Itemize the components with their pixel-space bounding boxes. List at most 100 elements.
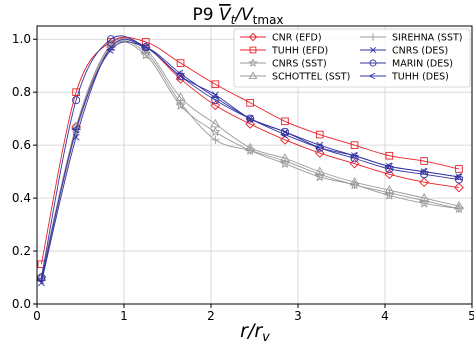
data-point	[176, 98, 185, 107]
data-point	[315, 130, 324, 139]
data-point	[72, 96, 81, 105]
data-point	[419, 177, 429, 188]
data-point	[71, 125, 81, 134]
legend-item: SIREHNA (SST)	[360, 33, 462, 44]
legend-swatch-marker	[369, 72, 377, 80]
data-point	[455, 165, 463, 173]
data-point	[246, 98, 254, 107]
data-point	[420, 170, 429, 179]
legend-label: MARIN (DES)	[392, 59, 453, 70]
data-point	[385, 164, 394, 173]
legend-label: SCHOTTEL (SST)	[272, 72, 350, 83]
data-point	[454, 182, 464, 193]
legend-item: CNRS (DES)	[360, 46, 448, 57]
data-point	[141, 43, 150, 51]
series-tuhh-des	[36, 41, 464, 284]
data-point	[454, 204, 464, 213]
data-point	[176, 59, 185, 67]
data-point	[350, 180, 359, 190]
data-point	[72, 88, 80, 97]
data-point	[280, 130, 290, 139]
data-point	[211, 80, 220, 89]
y-tick-label: 0.8	[12, 85, 31, 99]
data-point	[280, 127, 289, 136]
data-point	[175, 100, 186, 110]
series-line	[40, 37, 460, 278]
data-point	[210, 93, 220, 102]
data-point	[384, 190, 395, 200]
legend-item: TUHH (DES)	[360, 72, 449, 83]
legend-swatch-marker	[248, 58, 258, 67]
data-point	[210, 126, 221, 137]
data-point	[419, 196, 429, 205]
x-axis-label-r: r	[240, 320, 249, 342]
data-point	[175, 74, 186, 84]
series-schottel-sst	[36, 37, 464, 281]
data-point	[419, 167, 429, 176]
data-point	[176, 69, 185, 78]
series-line	[40, 35, 460, 278]
x-axis-label-v: v	[262, 330, 270, 345]
x-axis-label: r/rv	[240, 320, 270, 345]
data-point	[350, 141, 359, 149]
chart-title-v: V	[219, 5, 232, 25]
chart-title-slash: /V	[233, 5, 254, 25]
legend-item: CNR (EFD)	[240, 33, 322, 44]
legend-item: CNRS (SST)	[240, 58, 327, 70]
legend-swatch-marker	[249, 46, 257, 54]
legend-swatch-marker	[369, 59, 377, 67]
data-point	[385, 151, 394, 160]
legend-label: CNR (EFD)	[272, 33, 322, 44]
data-point	[349, 158, 360, 169]
legend-swatch-marker	[248, 71, 258, 79]
x-tick-label: 2	[207, 309, 215, 323]
data-point	[350, 154, 359, 163]
legend-box	[233, 28, 471, 88]
data-point	[37, 273, 46, 282]
plot-frame	[36, 25, 473, 305]
data-point	[315, 170, 324, 179]
data-point	[210, 100, 221, 111]
series-line	[40, 41, 460, 278]
data-point	[140, 49, 151, 60]
chart-title: P9 Vt/Vtmax	[192, 5, 283, 27]
legend: CNR (EFD) TUHH (EFD) CNRS (SST) SCHOTTEL (S…	[233, 28, 471, 88]
legend-swatch-marker	[369, 33, 377, 41]
legend-item: SCHOTTEL (SST)	[240, 72, 350, 83]
y-tick-label: 0.4	[12, 191, 31, 205]
x-axis-label-slash: /r	[246, 320, 263, 342]
data-point	[280, 156, 290, 166]
axis-ticks: 0 1 2 3 4 5 0.0 0.2 0.4 0.6 0.8 1.0	[12, 32, 474, 323]
x-tick-label: 1	[120, 309, 128, 323]
data-point	[350, 151, 359, 160]
chart-title-tmax: tmax	[253, 13, 284, 27]
data-point	[281, 117, 289, 126]
legend-label: CNRS (SST)	[272, 59, 327, 70]
data-point	[211, 135, 220, 145]
data-point	[245, 146, 255, 155]
chart-title-t: t	[231, 13, 237, 27]
data-point	[454, 175, 463, 184]
y-tick-label: 1.0	[12, 32, 31, 46]
legend-swatch-marker	[369, 46, 377, 54]
legend-label: TUHH (DES)	[391, 72, 449, 83]
x-tick-label: 0	[33, 309, 41, 323]
data-point	[280, 135, 290, 145]
data-point	[385, 188, 394, 197]
data-point	[245, 114, 255, 123]
y-tick-label: 0.2	[12, 244, 31, 258]
x-tick-label: 4	[381, 309, 389, 323]
data-point	[314, 148, 325, 158]
data-point	[420, 157, 428, 165]
series-line	[40, 36, 460, 265]
legend-item: MARIN (DES)	[360, 59, 453, 70]
data-point	[36, 276, 46, 284]
x-tick-label: 3	[294, 309, 302, 323]
legend-swatch-marker	[248, 32, 258, 42]
data-point	[454, 173, 464, 181]
data-point	[384, 169, 395, 180]
series-layer	[36, 35, 465, 287]
legend-item: TUHH (EFD)	[240, 46, 328, 57]
